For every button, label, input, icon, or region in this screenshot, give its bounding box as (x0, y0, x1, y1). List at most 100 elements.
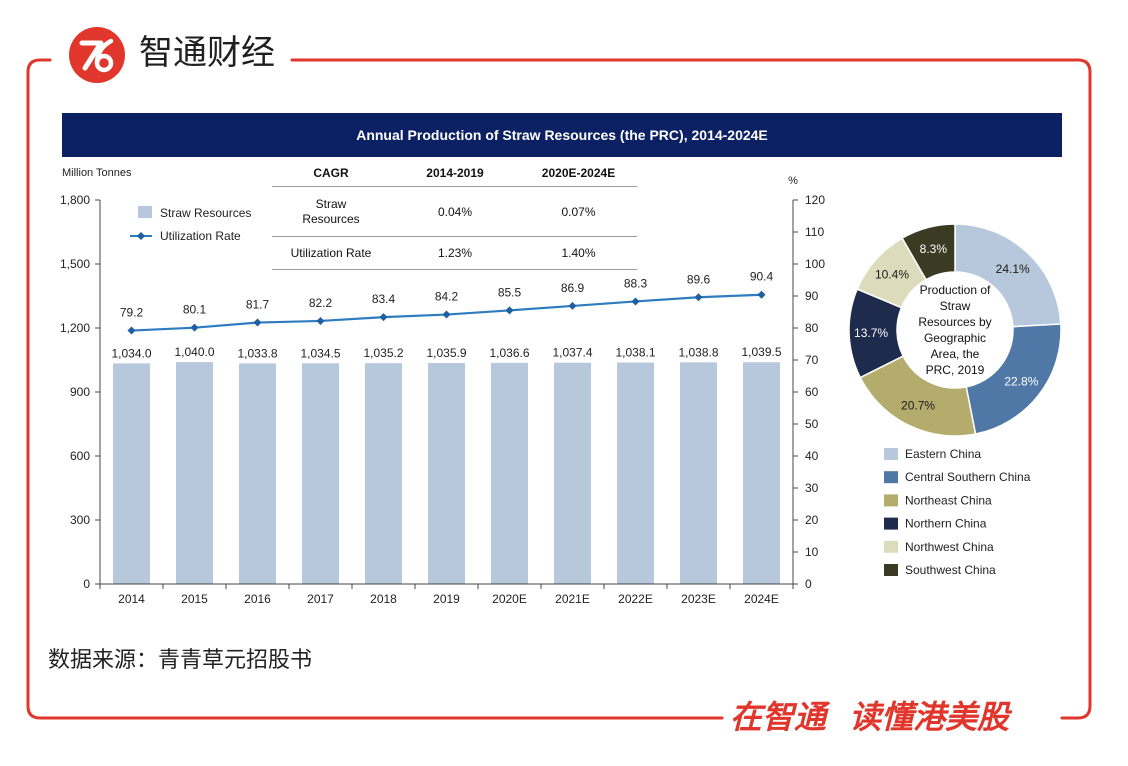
legend-swatch-straw-resources (138, 206, 152, 218)
utilization-rate-point (127, 326, 136, 335)
cagr-row-straw-resources: Straw Resources 0.04% 0.07% (272, 186, 637, 237)
left-tick-label: 1,200 (60, 321, 90, 335)
left-tick-label: 1,500 (60, 257, 90, 271)
cagr-value: 0.07% (520, 186, 637, 237)
chart-title: Annual Production of Straw Resources (th… (356, 127, 768, 143)
x-tick-label: 2024E (744, 592, 779, 606)
left-axis-title: Million Tonnes (62, 167, 132, 179)
x-tick-label: 2022E (618, 592, 653, 606)
utilization-rate-label: 80.1 (183, 303, 207, 317)
legend-label-central-southern-china: Central Southern China (905, 470, 1031, 484)
right-axis-title: % (788, 175, 798, 187)
bar-value-label: 1,034.0 (111, 346, 151, 360)
cagr-value: 1.23% (390, 236, 520, 270)
chart-title-bar: Annual Production of Straw Resources (th… (62, 113, 1062, 157)
cagr-value: 1.40% (520, 236, 637, 270)
legend-swatch-northeast-china (884, 494, 898, 507)
legend-label-northeast-china: Northeast China (905, 493, 992, 507)
bar-2018 (365, 363, 402, 584)
cagr-value: 0.04% (390, 186, 520, 237)
right-tick-label: 110 (805, 225, 824, 239)
x-tick-label: 2018 (370, 592, 397, 606)
utilization-rate-point (505, 306, 514, 315)
right-tick-label: 100 (805, 257, 825, 271)
bar-2017 (302, 363, 339, 584)
bar-2024e (743, 362, 780, 584)
legend-label-utilization-rate: Utilization Rate (160, 229, 241, 243)
utilization-rate-point (694, 293, 703, 302)
bar-value-label: 1,033.8 (237, 346, 277, 360)
x-tick-label: 2020E (492, 592, 527, 606)
donut-slice-label: 20.7% (901, 398, 935, 412)
bar-line-chart: Million Tonnes% 1,034.0 1,040.0 1,033.8 1,03… (60, 167, 825, 606)
legend-swatch-northwest-china (884, 540, 898, 553)
legend-swatch-northern-china (884, 517, 898, 530)
brand-name: 智通财经 (139, 33, 275, 73)
right-tick-label: 50 (805, 417, 819, 431)
cagr-row-utilization-rate: Utilization Rate 1.23% 1.40% (272, 236, 637, 270)
donut-slice-label: 24.1% (996, 262, 1030, 276)
cagr-header-label: CAGR (272, 160, 390, 187)
donut-slice-label: 13.7% (854, 326, 888, 340)
bar-value-label: 1,035.2 (363, 346, 403, 360)
right-tick-label: 70 (805, 353, 819, 367)
x-tick-label: 2023E (681, 592, 716, 606)
cagr-header-row: CAGR 2014-2019 2020E-2024E (272, 160, 637, 187)
left-tick-label: 900 (70, 385, 90, 399)
right-tick-label: 80 (805, 321, 819, 335)
legend-swatch-eastern-china (884, 448, 898, 460)
bar-2023e (680, 362, 717, 584)
utilization-rate-label: 86.9 (561, 281, 585, 295)
legend-label-northern-china: Northern China (905, 517, 987, 531)
legend-swatch-southwest-china (884, 564, 898, 576)
right-tick-label: 20 (805, 513, 819, 527)
right-tick-label: 10 (805, 545, 819, 559)
donut-slice-southwest-china (901, 223, 956, 281)
cagr-row-label-cell: Straw Resources (272, 186, 390, 237)
utilization-rate-point (190, 323, 199, 332)
x-tick-label: 2021E (555, 592, 590, 606)
utilization-rate-point (568, 301, 577, 310)
bar-value-label: 1,038.8 (678, 345, 718, 359)
utilization-rate-label: 84.2 (435, 290, 459, 304)
utilization-rate-label: 88.3 (624, 276, 648, 290)
x-tick-label: 2017 (307, 592, 334, 606)
utilization-rate-point (442, 310, 451, 319)
donut-slice-eastern-china (954, 223, 1062, 328)
utilization-rate-label: 89.6 (687, 272, 711, 286)
legend-label-northwest-china: Northwest China (905, 540, 994, 554)
utilization-rate-label: 81.7 (246, 298, 270, 312)
left-tick-label: 0 (83, 577, 90, 591)
bar-2022e (617, 362, 654, 584)
utilization-rate-point (631, 297, 640, 306)
donut-slice-label: 22.8% (1004, 374, 1038, 388)
utilization-rate-label: 90.4 (750, 270, 774, 284)
bar-2020e (491, 362, 528, 584)
bar-value-label: 1,035.9 (426, 346, 466, 360)
cagr-header-period-2014-2019: 2014-2019 (390, 160, 520, 187)
legend-swatch-central-southern-china (884, 471, 898, 484)
bar-value-label: 1,034.5 (300, 346, 340, 360)
bar-2021e (554, 362, 591, 584)
donut-slice-label: 8.3% (920, 242, 948, 256)
bar-value-label: 1,040.0 (174, 345, 214, 359)
right-tick-label: 120 (805, 193, 825, 207)
utilization-rate-label: 85.5 (498, 285, 522, 299)
x-tick-label: 2015 (181, 592, 208, 606)
legend-label-southwest-china: Southwest China (905, 563, 996, 577)
cagr-row-label: Utilization Rate (272, 236, 390, 270)
donut-chart: 24.1% 22.8% 20.7% 13.7% 10.4% 8.3% Eastern Chi… (848, 223, 1062, 577)
legend-label-straw-resources: Straw Resources (160, 206, 251, 220)
x-tick-label: 2016 (244, 592, 271, 606)
left-tick-label: 300 (70, 513, 90, 527)
right-tick-label: 90 (805, 289, 819, 303)
cagr-header-period-2020e-2024e: 2020E-2024E (520, 160, 637, 187)
bar-2014 (113, 363, 150, 584)
utilization-rate-point (253, 318, 262, 327)
donut-center-title: Production of Straw Resources by Geograp… (918, 283, 992, 377)
legend-marker-utilization-rate (137, 232, 145, 240)
cagr-row-label: Straw Resources (302, 196, 360, 226)
right-tick-label: 0 (805, 577, 812, 591)
utilization-rate-point (757, 290, 766, 299)
